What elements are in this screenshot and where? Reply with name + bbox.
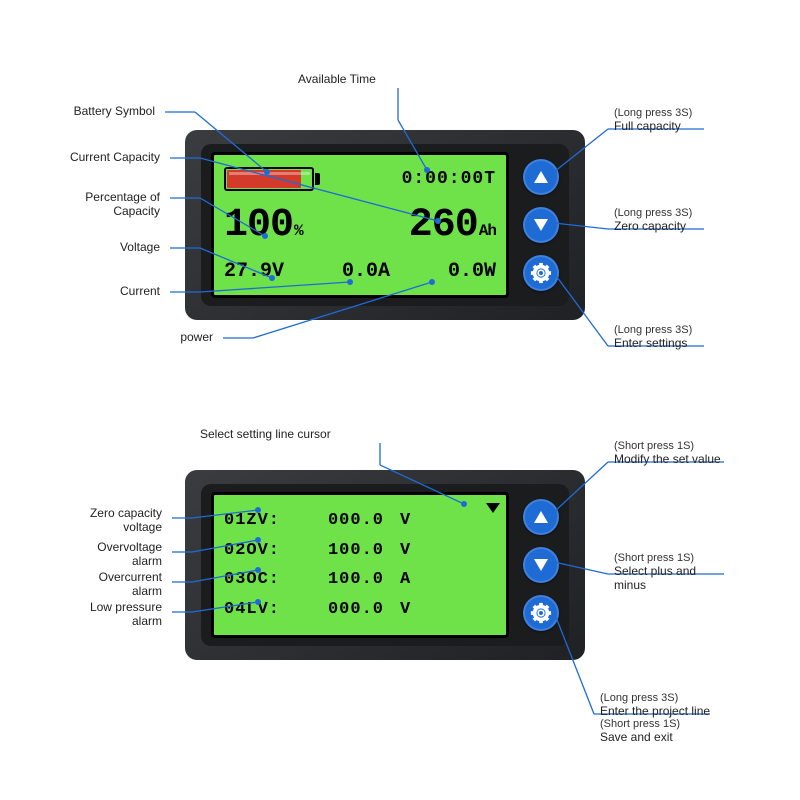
settings-line-4-unit: V <box>400 600 418 619</box>
main-up-button[interactable] <box>523 159 559 195</box>
triangle-down-icon <box>532 217 550 233</box>
settings-up-button[interactable] <box>523 499 559 535</box>
lcd-row-3: 27.9V0.0A0.0W <box>224 260 496 283</box>
settings-down-button[interactable] <box>523 547 559 583</box>
settings-line-3-value: 100.0 <box>304 570 384 589</box>
settings-line-1: 01ZV: 000.0 V <box>224 511 496 530</box>
anno-select-plus-and-minus: (Short press 1S)Select plus andminus <box>614 552 696 592</box>
settings-line-4: 04LV:000.0V <box>224 600 496 619</box>
anno-modify-the-set-value: (Short press 1S)Modify the set value <box>614 440 721 466</box>
anno-low-pressure-alarm: Low pressurealarm <box>7 600 162 628</box>
anno-available-time: Available Time <box>298 72 478 86</box>
available-time: 0:00:00T <box>402 169 496 189</box>
anno-overvoltage-alarm: Overvoltagealarm <box>7 540 162 568</box>
current-capacity: 260Ah <box>409 203 496 248</box>
capacity-percent: 100% <box>224 203 303 248</box>
callout-dot <box>551 270 557 276</box>
anno-zero-capacity-voltage: Zero capacityvoltage <box>7 506 162 534</box>
main-lcd: 0:00:00T 100% 260Ah 27.9V0.0A0.0W <box>211 152 509 298</box>
anno-select-setting-line-cursor: Select setting line cursor <box>200 427 380 441</box>
anno-current: Current <box>5 284 160 298</box>
gear-icon <box>530 262 552 284</box>
callout-dot <box>347 279 353 285</box>
gear-icon <box>530 602 552 624</box>
callout-dot <box>429 279 435 285</box>
callout-dot <box>461 501 467 507</box>
battery-symbol <box>224 167 320 191</box>
anno-percentage-of-capacity: Percentage ofCapacity <box>5 190 160 218</box>
voltage-value: 27.9V <box>224 260 284 283</box>
settings-line-2: 02OV: 100.0 V <box>224 541 496 560</box>
callout-dot <box>255 567 261 573</box>
settings-line-3-unit: A <box>400 570 418 589</box>
main-device: 0:00:00T 100% 260Ah 27.9V0.0A0.0W <box>185 130 585 320</box>
main-device-inner: 0:00:00T 100% 260Ah 27.9V0.0A0.0W <box>201 144 569 306</box>
anno-full-capacity: (Long press 3S)Full capacity <box>614 107 692 133</box>
callout-dot <box>424 167 430 173</box>
anno-voltage: Voltage <box>5 240 160 254</box>
callout-dot <box>551 509 557 515</box>
settings-line-2-unit: V <box>400 541 418 560</box>
settings-line-3: 03OC: 100.0 A <box>224 570 496 589</box>
callout-dot <box>435 218 441 224</box>
setting-cursor-icon <box>486 503 500 513</box>
callout-dot <box>269 275 275 281</box>
settings-line-1-value: 000.0 <box>304 511 384 530</box>
callout-dot <box>262 233 268 239</box>
callout-dot <box>551 609 557 615</box>
triangle-up-icon <box>532 169 550 185</box>
callout-dot <box>255 537 261 543</box>
triangle-up-icon <box>532 509 550 525</box>
settings-line-4-value: 000.0 <box>304 600 384 619</box>
anno-overcurrent-alarm: Overcurrentalarm <box>7 570 162 598</box>
settings-lcd: 01ZV:000.0V02OV:100.0V03OC:100.0A04LV:00… <box>211 492 509 638</box>
lcd-row-2: 100% 260Ah <box>224 203 496 248</box>
callout-dot <box>255 507 261 513</box>
settings-line-2-value: 100.0 <box>304 541 384 560</box>
anno-enter-the-project-line: (Long press 3S)Enter the project line(Sh… <box>600 692 710 744</box>
callout-dot <box>551 169 557 175</box>
callout-dot <box>255 599 261 605</box>
settings-line-3-label: 03OC: <box>224 570 288 589</box>
triangle-down-icon <box>532 557 550 573</box>
anno-enter-settings: (Long press 3S)Enter settings <box>614 324 692 350</box>
settings-line-1-unit: V <box>400 511 418 530</box>
callout-dot <box>551 559 557 565</box>
settings-line-1-label: 01ZV: <box>224 511 288 530</box>
anno-current-capacity: Current Capacity <box>5 150 160 164</box>
settings-device: 01ZV:000.0V02OV:100.0V03OC:100.0A04LV:00… <box>185 470 585 660</box>
settings-line-2-label: 02OV: <box>224 541 288 560</box>
callout-dot <box>264 169 270 175</box>
callout-dot <box>551 220 557 226</box>
power-value: 0.0W <box>448 260 496 283</box>
anno-zero-capacity: (Long press 3S)Zero capacity <box>614 207 692 233</box>
anno-battery-symbol: Battery Symbol <box>0 104 155 118</box>
anno-power: power <box>58 330 213 344</box>
